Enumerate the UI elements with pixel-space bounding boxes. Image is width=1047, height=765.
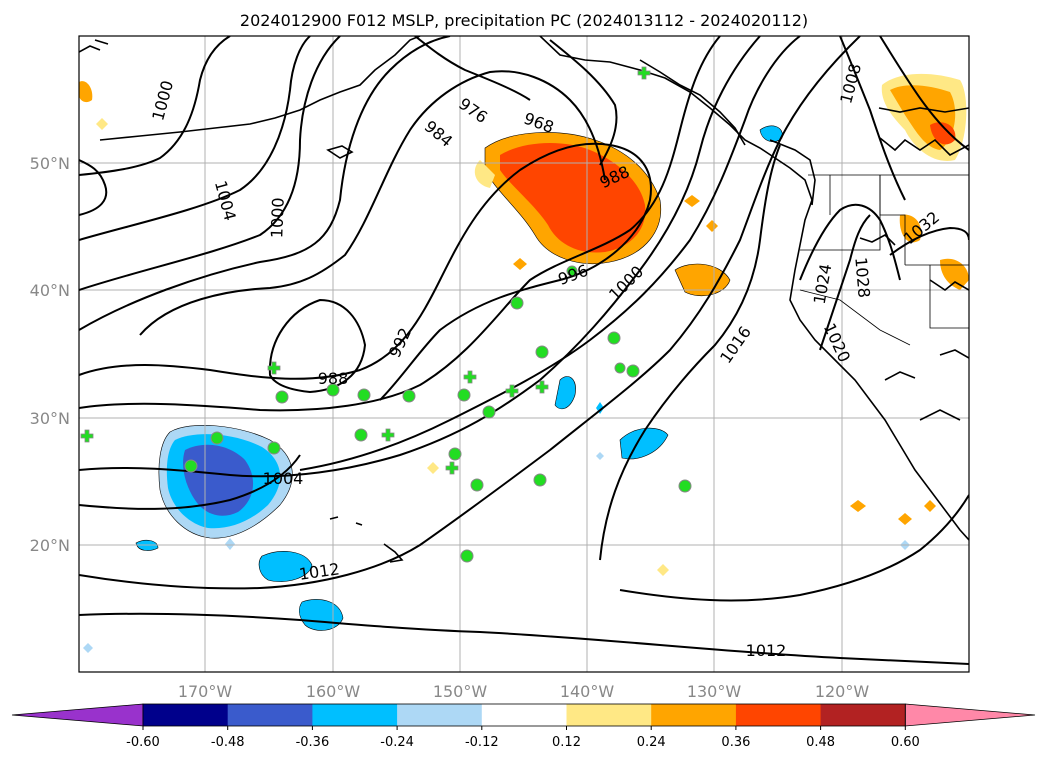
lat-label-30n: 30°N bbox=[30, 409, 70, 428]
map-title: 2024012900 F012 MSLP, precipitation PC (… bbox=[240, 11, 808, 30]
colorbar-tick-label: -0.24 bbox=[380, 735, 414, 750]
station-dot bbox=[626, 364, 640, 378]
station-dot bbox=[566, 265, 578, 277]
colorbar-segment bbox=[227, 704, 313, 726]
isobar-label: 1012 bbox=[746, 641, 787, 660]
station-cross bbox=[535, 380, 549, 394]
colorbar-tick-label: -0.12 bbox=[465, 735, 499, 750]
lon-label-140w: 140°W bbox=[560, 682, 615, 701]
station-cross bbox=[463, 370, 477, 384]
colorbar-segment bbox=[820, 704, 906, 726]
colorbar-segment bbox=[566, 704, 652, 726]
isobar-label: 1004 bbox=[263, 469, 304, 488]
latitude-labels: 50°N 40°N 30°N 20°N bbox=[30, 154, 70, 555]
isobars bbox=[79, 36, 969, 665]
lon-label-150w: 150°W bbox=[433, 682, 488, 701]
station-dot bbox=[607, 331, 621, 345]
station-dot bbox=[275, 390, 289, 404]
precip-positive-shading bbox=[79, 73, 969, 576]
station-cross bbox=[637, 66, 651, 80]
lon-label-130w: 130°W bbox=[687, 682, 742, 701]
map-area: 1000 1004 1000 984 976 968 988 992 988 9… bbox=[79, 36, 969, 672]
colorbar-segment bbox=[143, 704, 229, 726]
station-cross bbox=[267, 361, 281, 375]
station-dot bbox=[678, 479, 692, 493]
station-dot bbox=[510, 296, 524, 310]
colorbar-extend-high bbox=[904, 703, 1036, 727]
colorbar-tick-label: -0.60 bbox=[126, 735, 160, 750]
station-dot bbox=[326, 383, 340, 397]
station-cross bbox=[381, 428, 395, 442]
station-dot bbox=[482, 405, 496, 419]
isobar-label: 1000 bbox=[267, 197, 287, 238]
lon-label-170w: 170°W bbox=[178, 682, 233, 701]
isobar-label: 1028 bbox=[851, 256, 873, 298]
lat-label-50n: 50°N bbox=[30, 154, 70, 173]
station-dot bbox=[535, 345, 549, 359]
station-dot bbox=[614, 362, 626, 374]
colorbar-extend-low bbox=[11, 703, 144, 727]
station-markers bbox=[80, 66, 692, 563]
colorbar-segment bbox=[481, 704, 567, 726]
station-dot bbox=[357, 388, 371, 402]
colorbar-segment bbox=[651, 704, 737, 726]
coastlines bbox=[79, 36, 969, 563]
station-dot bbox=[460, 549, 474, 563]
colorbar-segment bbox=[397, 704, 483, 726]
station-cross bbox=[505, 384, 519, 398]
colorbar-tick-label: -0.48 bbox=[211, 735, 245, 750]
lat-label-40n: 40°N bbox=[30, 281, 70, 300]
isobar-label: 988 bbox=[318, 369, 349, 388]
station-dot bbox=[184, 459, 198, 473]
colorbar-outline bbox=[142, 703, 906, 727]
borders bbox=[799, 174, 969, 346]
lon-label-120w: 120°W bbox=[815, 682, 870, 701]
station-dot bbox=[402, 389, 416, 403]
colorbar-segment bbox=[312, 704, 398, 726]
colorbar-tick-label: 0.24 bbox=[637, 735, 666, 750]
station-dot bbox=[354, 428, 368, 442]
lon-label-160w: 160°W bbox=[306, 682, 361, 701]
map-frame bbox=[78, 35, 970, 673]
station-dot bbox=[470, 478, 484, 492]
longitude-labels: 170°W 160°W 150°W 140°W 130°W 120°W bbox=[178, 682, 870, 701]
colorbar-tick-label: -0.36 bbox=[296, 735, 330, 750]
station-cross bbox=[80, 429, 94, 443]
station-dot bbox=[457, 388, 471, 402]
colorbar-tick-label: 0.36 bbox=[721, 735, 750, 750]
colorbar-tick-label: 0.12 bbox=[552, 735, 581, 750]
colorbar: -0.60 -0.48 -0.36 -0.24 -0.12 0.12 0.24 0.36 0.4… bbox=[11, 703, 1036, 750]
colorbar-tick-label: 0.48 bbox=[806, 735, 835, 750]
station-cross bbox=[445, 461, 459, 475]
colorbar-segment bbox=[735, 704, 822, 726]
station-dot bbox=[210, 431, 224, 445]
colorbar-tick-label: 0.60 bbox=[891, 735, 920, 750]
station-dot bbox=[533, 473, 547, 487]
station-dot bbox=[448, 447, 462, 461]
station-dot bbox=[267, 441, 281, 455]
lat-label-20n: 20°N bbox=[30, 536, 70, 555]
